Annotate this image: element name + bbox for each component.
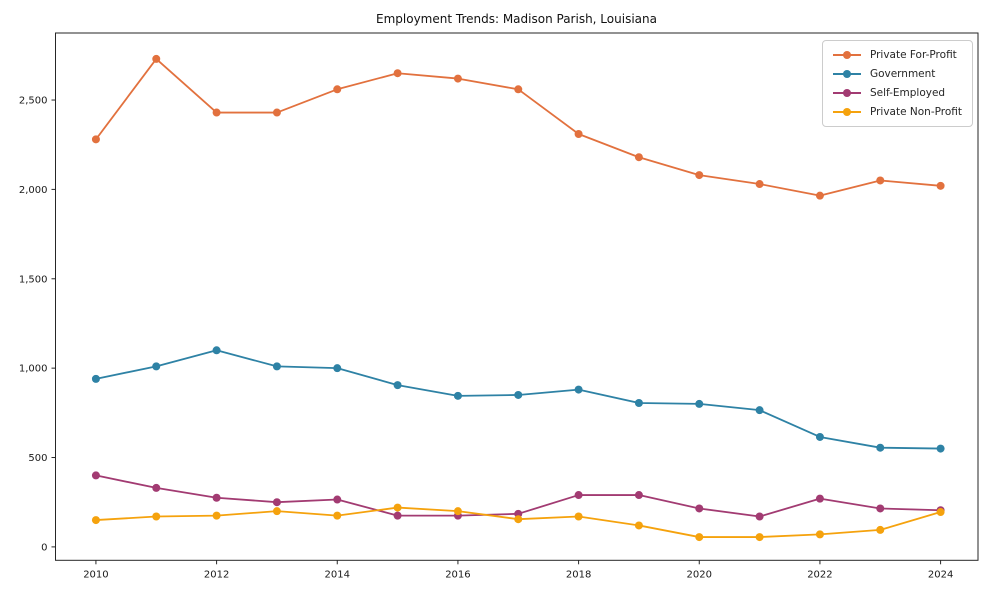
data-point-private-non-profit-2019	[634, 521, 643, 530]
data-point-private-non-profit-2015	[393, 503, 402, 512]
legend-label: Private Non-Profit	[869, 106, 962, 118]
data-point-government-2022	[815, 432, 824, 441]
data-point-private-for-profit-2022	[815, 191, 824, 200]
data-point-private-non-profit-2023	[876, 525, 885, 534]
data-point-government-2011	[152, 362, 161, 371]
data-point-private-for-profit-2021	[755, 180, 764, 189]
legend-item-self-employed: Self-Employed	[832, 87, 962, 99]
data-point-government-2020	[695, 399, 704, 408]
series-line-government	[95, 349, 942, 450]
legend-label: Government	[869, 68, 936, 80]
data-point-government-2019	[634, 399, 643, 408]
legend-label: Private For-Profit	[869, 49, 957, 61]
data-point-self-employed-2011	[152, 483, 161, 492]
legend-label: Self-Employed	[869, 87, 946, 99]
data-point-private-non-profit-2014	[333, 511, 342, 520]
legend-item-private-for-profit: Private For-Profit	[832, 49, 962, 61]
data-point-self-employed-2014	[333, 495, 342, 504]
data-point-private-non-profit-2020	[695, 533, 704, 542]
data-point-private-for-profit-2015	[393, 69, 402, 78]
x-tick-label: 2016	[445, 569, 470, 580]
data-point-government-2010	[91, 374, 100, 383]
data-point-self-employed-2012	[212, 493, 221, 502]
data-point-self-employed-2019	[634, 491, 643, 500]
data-point-private-for-profit-2024	[936, 181, 945, 190]
y-tick-label: 1,500	[19, 274, 48, 285]
data-point-private-non-profit-2016	[453, 507, 462, 516]
data-point-private-for-profit-2012	[212, 108, 221, 117]
data-point-private-non-profit-2012	[212, 511, 221, 520]
y-tick-label: 0	[41, 542, 47, 553]
x-tick-label: 2010	[83, 569, 108, 580]
data-point-private-for-profit-2010	[91, 135, 100, 144]
data-point-self-employed-2023	[876, 504, 885, 513]
data-point-private-non-profit-2018	[574, 512, 583, 521]
data-point-private-for-profit-2020	[695, 171, 704, 180]
y-tick-label: 2,000	[19, 185, 48, 196]
data-point-government-2013	[272, 362, 281, 371]
data-point-government-2012	[212, 346, 221, 355]
data-point-private-non-profit-2021	[755, 533, 764, 542]
legend-marker-icon	[832, 88, 861, 98]
x-tick-label: 2022	[807, 569, 832, 580]
data-point-self-employed-2010	[91, 471, 100, 480]
data-point-self-employed-2022	[815, 494, 824, 503]
data-point-private-for-profit-2011	[152, 54, 161, 63]
legend: Private For-Profit Government Self-Employe…	[821, 40, 973, 127]
data-point-self-employed-2013	[272, 498, 281, 507]
x-tick-label: 2012	[204, 569, 229, 580]
data-point-private-non-profit-2010	[91, 516, 100, 525]
data-point-private-for-profit-2016	[453, 74, 462, 83]
legend-item-government: Government	[832, 68, 962, 80]
x-tick-label: 2018	[566, 569, 591, 580]
x-tick-label: 2020	[687, 569, 712, 580]
axes-spines	[55, 32, 979, 561]
legend-marker-icon	[832, 69, 861, 79]
y-tick-label: 1,000	[19, 364, 48, 375]
data-point-government-2014	[333, 364, 342, 373]
chart-title: Employment Trends: Madison Parish, Louis…	[376, 12, 657, 26]
data-point-self-employed-2015	[393, 511, 402, 520]
legend-marker-icon	[832, 50, 861, 60]
data-point-self-employed-2021	[755, 512, 764, 521]
legend-item-private-non-profit: Private Non-Profit	[832, 106, 962, 118]
series-line-private-for-profit	[95, 58, 942, 197]
data-point-government-2021	[755, 406, 764, 415]
data-point-private-non-profit-2017	[514, 515, 523, 524]
data-point-private-non-profit-2013	[272, 507, 281, 516]
data-point-private-for-profit-2023	[876, 176, 885, 185]
data-point-government-2016	[453, 391, 462, 400]
x-tick-label: 2024	[928, 569, 953, 580]
data-point-private-non-profit-2011	[152, 512, 161, 521]
data-point-private-for-profit-2013	[272, 108, 281, 117]
y-tick-label: 500	[28, 453, 47, 464]
data-point-government-2017	[514, 390, 523, 399]
data-point-government-2015	[393, 381, 402, 390]
data-point-private-for-profit-2017	[514, 85, 523, 94]
data-point-private-non-profit-2022	[815, 530, 824, 539]
x-tick-label: 2014	[325, 569, 350, 580]
data-point-private-for-profit-2018	[574, 129, 583, 138]
legend-marker-icon	[832, 107, 861, 117]
data-point-self-employed-2020	[695, 504, 704, 513]
data-point-private-non-profit-2024	[936, 508, 945, 517]
data-point-government-2023	[876, 443, 885, 452]
data-point-private-for-profit-2019	[634, 153, 643, 162]
data-point-private-for-profit-2014	[333, 85, 342, 94]
y-tick-label: 2,500	[19, 96, 48, 107]
data-point-self-employed-2018	[574, 491, 583, 500]
data-point-government-2024	[936, 444, 945, 453]
data-point-government-2018	[574, 385, 583, 394]
